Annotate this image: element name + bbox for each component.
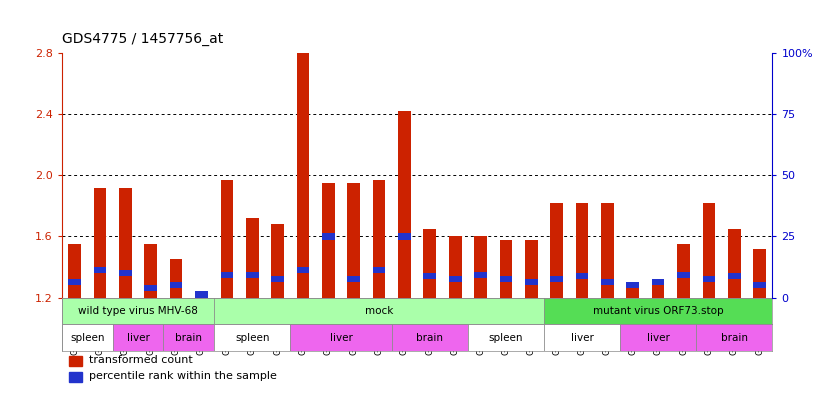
Bar <box>348 183 360 298</box>
Bar <box>322 233 335 239</box>
Bar <box>728 273 741 279</box>
Bar <box>221 180 233 298</box>
Text: percentile rank within the sample: percentile rank within the sample <box>89 371 277 381</box>
Bar <box>677 244 690 298</box>
Bar <box>69 372 82 382</box>
Bar <box>271 276 284 282</box>
Bar <box>246 218 259 298</box>
Text: wild type virus MHV-68: wild type virus MHV-68 <box>78 306 198 316</box>
Bar <box>550 203 563 298</box>
Text: spleen: spleen <box>489 333 523 343</box>
Bar <box>195 292 208 298</box>
Bar <box>544 298 772 325</box>
Bar <box>474 237 487 298</box>
Bar <box>62 298 214 325</box>
Bar <box>69 356 82 366</box>
Bar <box>145 285 157 292</box>
Bar <box>449 276 462 282</box>
Bar <box>170 259 183 298</box>
Bar <box>214 325 290 351</box>
Bar <box>93 267 107 273</box>
Bar <box>290 325 392 351</box>
Text: mutant virus ORF73.stop: mutant virus ORF73.stop <box>593 306 724 316</box>
Text: transformed count: transformed count <box>89 355 192 365</box>
Bar <box>620 325 696 351</box>
Text: brain: brain <box>721 333 748 343</box>
Bar <box>170 282 183 288</box>
Text: liver: liver <box>330 333 353 343</box>
Bar <box>424 229 436 298</box>
Bar <box>753 282 766 288</box>
Bar <box>373 180 386 298</box>
Bar <box>119 270 131 276</box>
Bar <box>544 325 620 351</box>
Bar <box>271 224 284 298</box>
Bar <box>392 325 468 351</box>
Bar <box>728 229 741 298</box>
Text: brain: brain <box>416 333 444 343</box>
Bar <box>221 272 233 278</box>
Bar <box>601 279 614 285</box>
Bar <box>474 272 487 278</box>
Bar <box>500 239 512 298</box>
Bar <box>398 111 411 298</box>
Bar <box>626 285 639 298</box>
Text: spleen: spleen <box>70 333 105 343</box>
Bar <box>500 276 512 282</box>
Bar <box>164 325 214 351</box>
Bar <box>424 273 436 279</box>
Text: GDS4775 / 1457756_at: GDS4775 / 1457756_at <box>62 32 223 46</box>
Bar <box>93 187 107 298</box>
Bar <box>550 276 563 282</box>
Bar <box>297 53 309 298</box>
Text: spleen: spleen <box>235 333 269 343</box>
Bar <box>468 325 544 351</box>
Bar <box>652 285 664 298</box>
Bar <box>696 325 772 351</box>
Bar <box>626 282 639 288</box>
Bar <box>576 273 588 279</box>
Bar <box>576 203 588 298</box>
Bar <box>348 276 360 282</box>
Bar <box>322 183 335 298</box>
Text: mock: mock <box>365 306 393 316</box>
Text: liver: liver <box>126 333 150 343</box>
Bar <box>112 325 164 351</box>
Bar <box>398 233 411 239</box>
Bar <box>119 187 131 298</box>
Bar <box>69 279 81 285</box>
Bar <box>525 239 538 298</box>
Bar <box>62 325 112 351</box>
Bar <box>69 244 81 298</box>
Bar <box>214 298 544 325</box>
Bar <box>246 272 259 278</box>
Bar <box>195 292 208 298</box>
Bar <box>601 203 614 298</box>
Bar <box>297 267 309 273</box>
Text: brain: brain <box>175 333 202 343</box>
Bar <box>525 279 538 285</box>
Bar <box>373 267 386 273</box>
Bar <box>753 249 766 298</box>
Bar <box>703 276 715 282</box>
Bar <box>652 279 664 285</box>
Text: liver: liver <box>647 333 670 343</box>
Bar <box>677 272 690 278</box>
Bar <box>145 244 157 298</box>
Bar <box>703 203 715 298</box>
Text: liver: liver <box>571 333 593 343</box>
Bar <box>449 237 462 298</box>
